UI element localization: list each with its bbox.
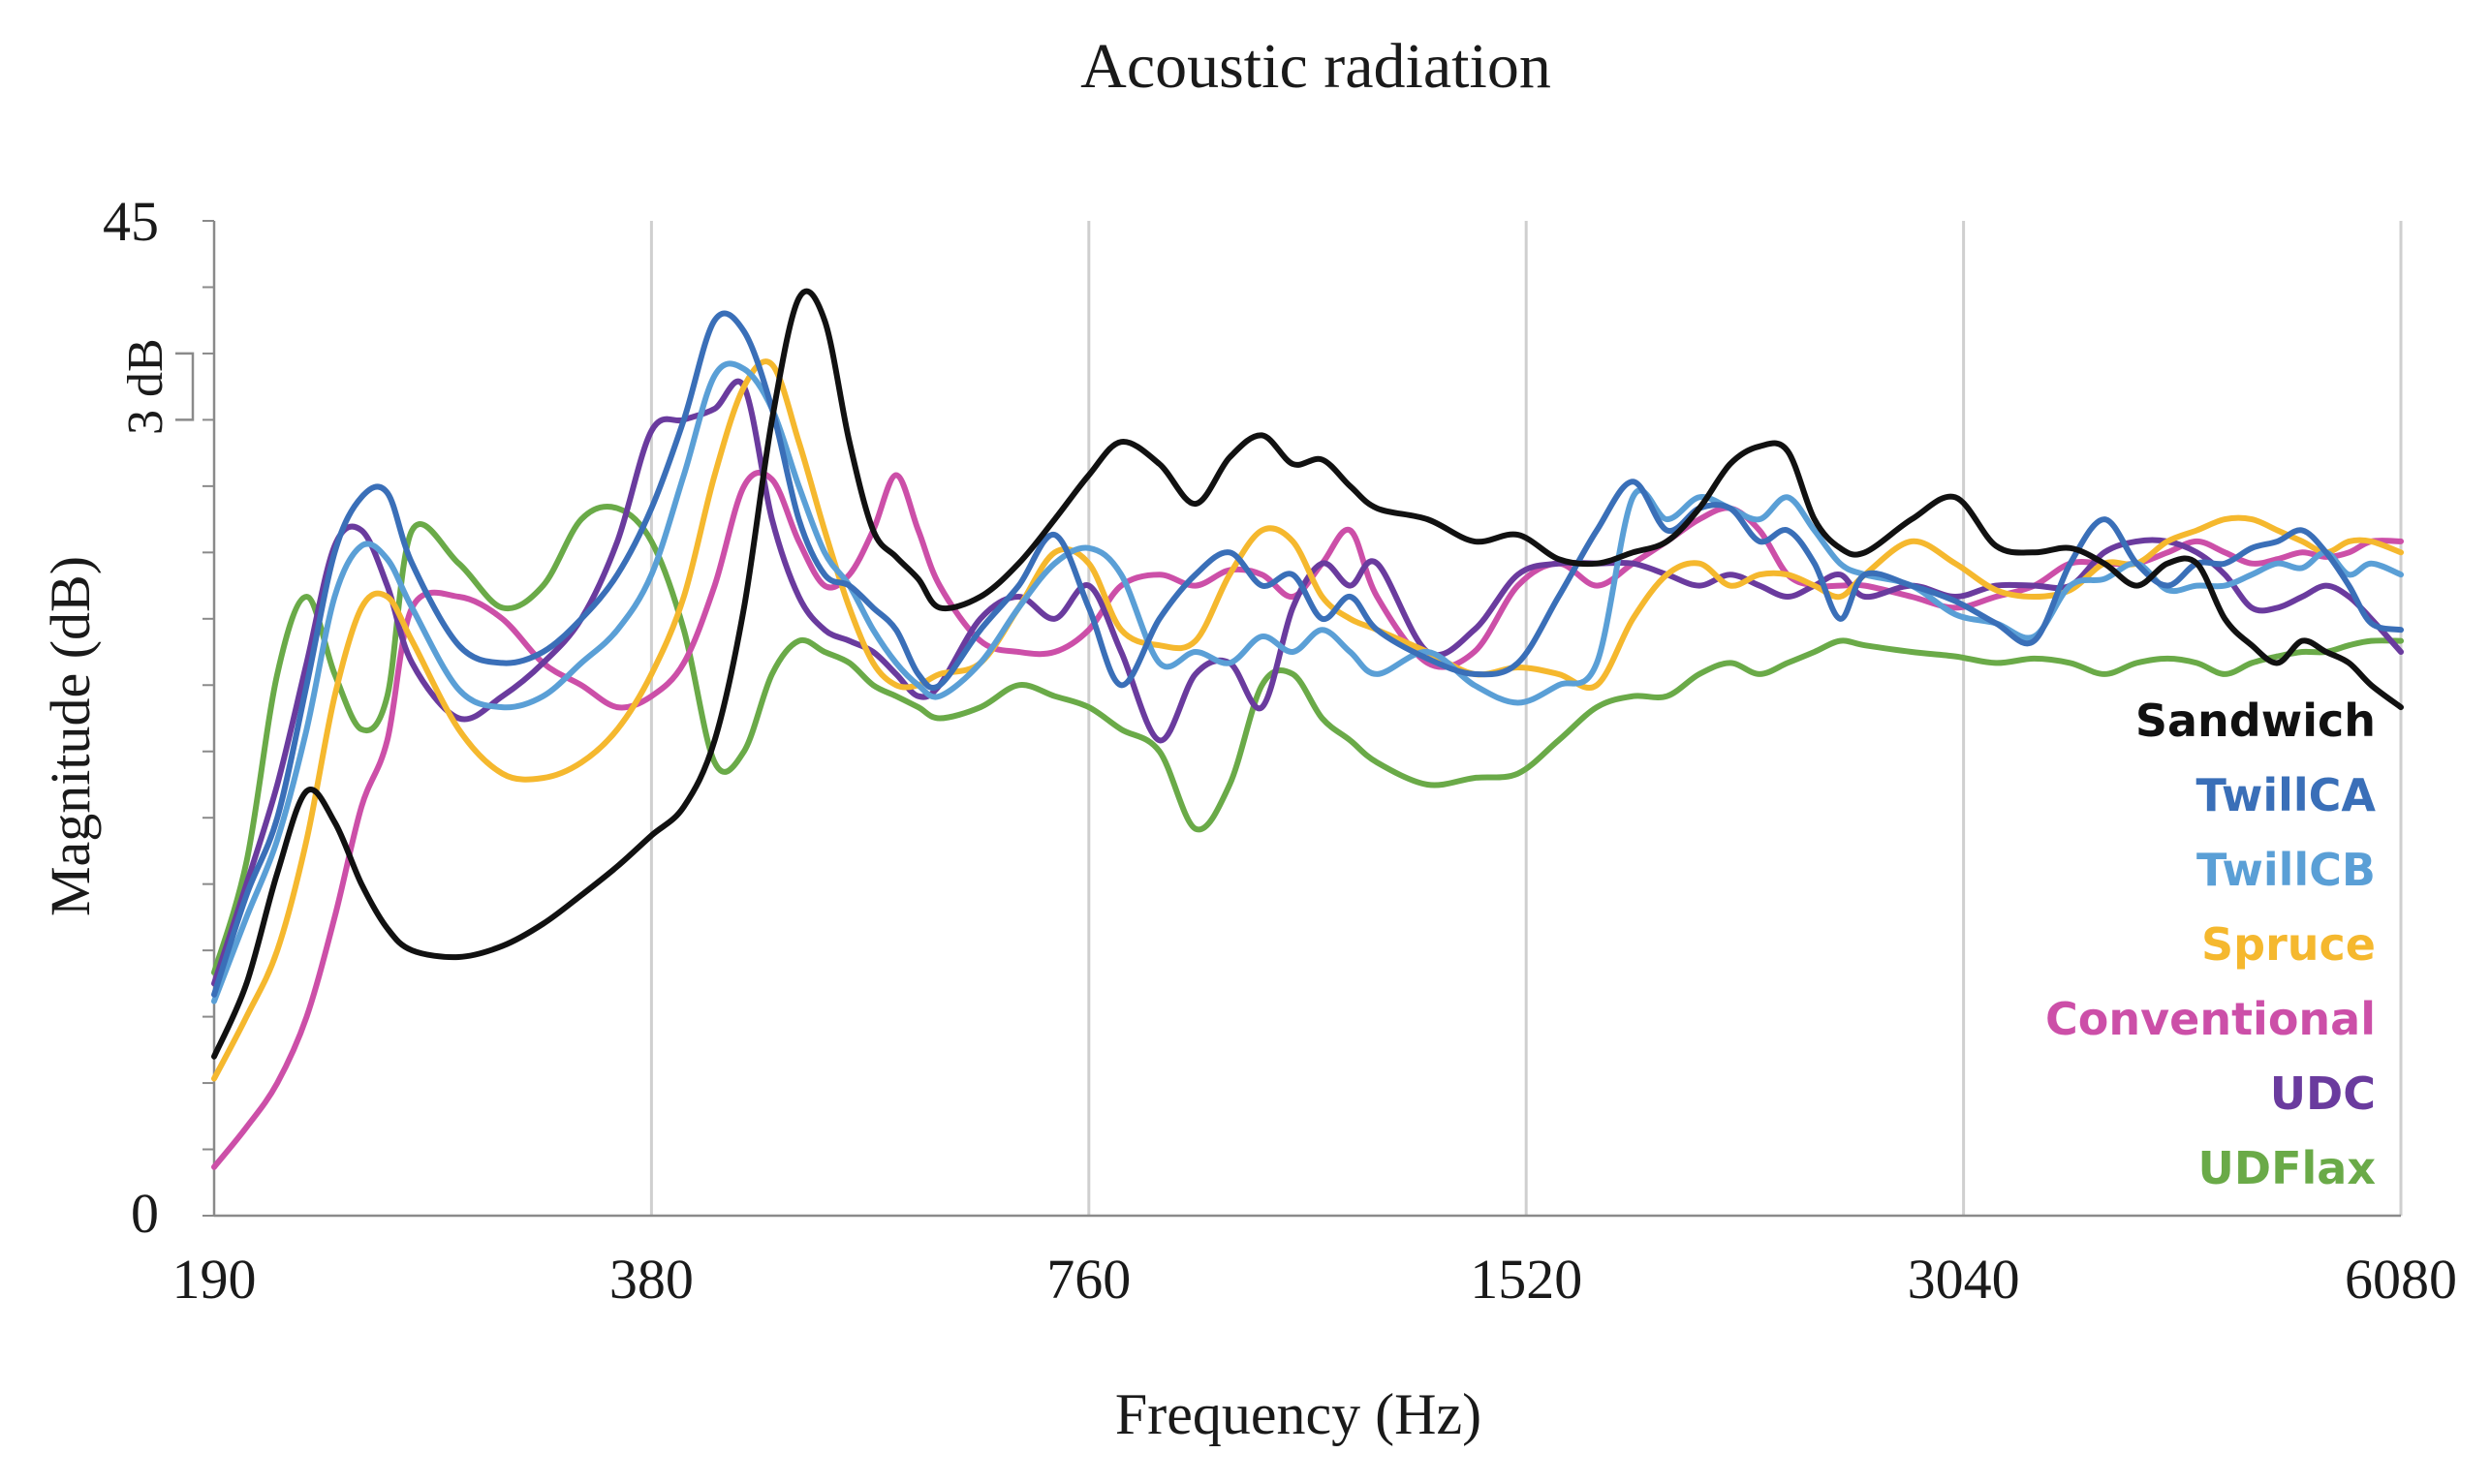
scale-bar-bracket xyxy=(175,352,195,421)
x-tick-label-380: 380 xyxy=(609,1248,694,1311)
legend-entry-conventional: Conventional xyxy=(2045,993,2376,1045)
vertical-grid xyxy=(649,221,2403,1216)
series-line-sandwich xyxy=(211,288,2404,1060)
series-line-twillcb xyxy=(211,360,2404,1005)
legend-entry-udc: UDC xyxy=(2270,1067,2376,1120)
y-tick-label-0: 0 xyxy=(131,1182,159,1245)
series-lines xyxy=(211,288,2404,1170)
series-line-udflax xyxy=(211,504,2404,975)
scale-bar xyxy=(175,352,195,421)
scale-bar-label: 3 dB xyxy=(118,338,173,435)
x-tick-label-760: 760 xyxy=(1046,1248,1131,1311)
series-line-conventional xyxy=(211,470,2404,1170)
series-line-spruce xyxy=(211,358,2404,1082)
x-tick-label-1520: 1520 xyxy=(1470,1248,1582,1311)
x-tick-label-6080: 6080 xyxy=(2345,1248,2457,1311)
legend-entry-twillca: TwillCA xyxy=(2196,769,2377,821)
y-tick-label-1: 45 xyxy=(103,190,159,253)
y-axis-label: Magnitude (dB) xyxy=(39,556,102,916)
legend: Sandwich TwillCA TwillCB Spruce Conventional… xyxy=(2045,695,2376,1194)
x-tick-label-190: 190 xyxy=(172,1248,257,1311)
legend-entry-spruce: Spruce xyxy=(2201,918,2376,971)
y-minor-ticks xyxy=(202,220,214,1217)
legend-entry-twillcb: TwillCB xyxy=(2196,844,2376,896)
x-axis-label: Frequency (Hz) xyxy=(1115,1382,1481,1446)
x-tick-label-3040: 3040 xyxy=(1908,1248,2020,1311)
chart-title: Acoustic radiation xyxy=(1080,31,1551,102)
legend-entry-udflax: UDFlax xyxy=(2198,1142,2376,1194)
x-tick-labels: 190 380 760 1520 3040 6080 xyxy=(172,1248,2458,1311)
series-line-udc xyxy=(211,378,2404,987)
legend-entry-sandwich: Sandwich xyxy=(2135,695,2376,747)
series-line-twillca xyxy=(211,310,2404,998)
